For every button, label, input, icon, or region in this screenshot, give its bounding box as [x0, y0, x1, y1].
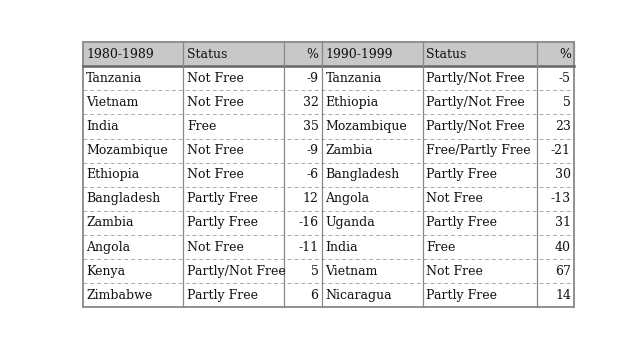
Text: Mozambique: Mozambique: [86, 144, 168, 157]
Bar: [83, 163, 574, 187]
Text: Free/Partly Free: Free/Partly Free: [426, 144, 531, 157]
Text: Not Free: Not Free: [187, 240, 244, 254]
Text: %: %: [306, 48, 319, 61]
Text: 31: 31: [555, 217, 571, 229]
Text: Ethiopia: Ethiopia: [86, 168, 139, 181]
Bar: [83, 138, 574, 163]
Bar: [83, 283, 574, 307]
Text: Partly Free: Partly Free: [426, 168, 497, 181]
Text: Bangladesh: Bangladesh: [326, 168, 399, 181]
Bar: [83, 66, 574, 90]
Text: -13: -13: [551, 192, 571, 206]
Bar: [83, 187, 574, 211]
Text: 40: 40: [555, 240, 571, 254]
Text: Status: Status: [426, 48, 467, 61]
Text: Status: Status: [187, 48, 227, 61]
Text: -11: -11: [298, 240, 319, 254]
Bar: [83, 42, 574, 66]
Text: -16: -16: [298, 217, 319, 229]
Bar: [83, 235, 574, 259]
Text: Not Free: Not Free: [187, 168, 244, 181]
Text: Not Free: Not Free: [187, 96, 244, 109]
Text: India: India: [86, 120, 119, 133]
Text: Zambia: Zambia: [86, 217, 133, 229]
Text: 67: 67: [555, 265, 571, 278]
Text: -5: -5: [559, 72, 571, 85]
Text: Tanzania: Tanzania: [326, 72, 382, 85]
Text: Not Free: Not Free: [426, 192, 483, 206]
Text: Uganda: Uganda: [326, 217, 375, 229]
Text: 5: 5: [563, 96, 571, 109]
Text: Not Free: Not Free: [187, 72, 244, 85]
Text: 1990-1999: 1990-1999: [326, 48, 393, 61]
Text: 5: 5: [310, 265, 319, 278]
Text: -9: -9: [306, 144, 319, 157]
Bar: [83, 115, 574, 138]
Text: Ethiopia: Ethiopia: [326, 96, 379, 109]
Text: Angola: Angola: [86, 240, 130, 254]
Bar: [83, 259, 574, 283]
Text: Free: Free: [426, 240, 456, 254]
Text: Partly Free: Partly Free: [187, 217, 258, 229]
Text: 14: 14: [555, 289, 571, 302]
Text: Partly Free: Partly Free: [187, 289, 258, 302]
Text: Mozambique: Mozambique: [326, 120, 407, 133]
Text: Partly/Not Free: Partly/Not Free: [426, 72, 525, 85]
Text: India: India: [326, 240, 358, 254]
Text: Free: Free: [187, 120, 216, 133]
Text: Tanzania: Tanzania: [86, 72, 142, 85]
Text: Kenya: Kenya: [86, 265, 125, 278]
Text: Bangladesh: Bangladesh: [86, 192, 160, 206]
Text: -21: -21: [551, 144, 571, 157]
Text: Partly Free: Partly Free: [426, 217, 497, 229]
Text: 12: 12: [303, 192, 319, 206]
Text: %: %: [559, 48, 571, 61]
Text: 1980-1989: 1980-1989: [86, 48, 154, 61]
Text: Partly Free: Partly Free: [187, 192, 258, 206]
Text: 23: 23: [555, 120, 571, 133]
Text: Zambia: Zambia: [326, 144, 373, 157]
Text: Angola: Angola: [326, 192, 369, 206]
Text: Not Free: Not Free: [187, 144, 244, 157]
Text: Zimbabwe: Zimbabwe: [86, 289, 153, 302]
Text: Vietnam: Vietnam: [86, 96, 138, 109]
Text: 30: 30: [555, 168, 571, 181]
Text: Vietnam: Vietnam: [326, 265, 378, 278]
Text: Partly/Not Free: Partly/Not Free: [426, 96, 525, 109]
Text: -9: -9: [306, 72, 319, 85]
Text: -6: -6: [306, 168, 319, 181]
Text: Nicaragua: Nicaragua: [326, 289, 392, 302]
Text: Partly/Not Free: Partly/Not Free: [426, 120, 525, 133]
Text: Partly Free: Partly Free: [426, 289, 497, 302]
Text: 32: 32: [303, 96, 319, 109]
Text: 6: 6: [310, 289, 319, 302]
Text: Not Free: Not Free: [426, 265, 483, 278]
Bar: [83, 90, 574, 115]
Bar: [83, 211, 574, 235]
Text: 35: 35: [303, 120, 319, 133]
Text: Partly/Not Free: Partly/Not Free: [187, 265, 286, 278]
